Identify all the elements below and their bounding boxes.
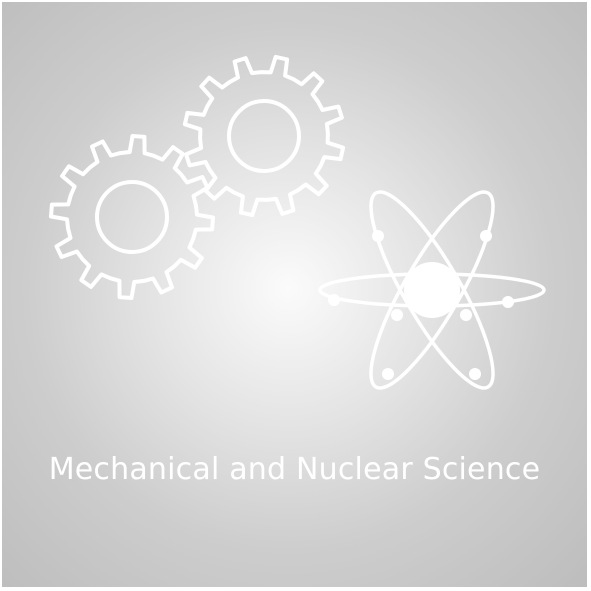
- electron: [391, 309, 403, 321]
- gear-outline: [49, 134, 215, 300]
- tile-caption: Mechanical and Nuclear Science: [48, 452, 541, 487]
- electron: [460, 309, 472, 321]
- electron: [328, 294, 340, 306]
- gear-hub: [95, 180, 169, 254]
- gear-hub: [227, 99, 301, 173]
- atom-electrons: [328, 230, 514, 380]
- electron: [469, 368, 481, 380]
- gear-icon: [182, 54, 346, 218]
- illustration: [49, 54, 546, 390]
- atom-icon: [318, 190, 546, 390]
- electron: [480, 230, 492, 242]
- electron: [382, 368, 394, 380]
- gear-icon: [49, 134, 215, 300]
- atom-orbit-falling: [369, 190, 495, 390]
- atom-orbit-rising: [369, 190, 495, 390]
- atom-nucleus: [404, 262, 460, 318]
- electron: [502, 296, 514, 308]
- electron: [372, 230, 384, 242]
- topic-tile: Mechanical and Nuclear Science: [2, 2, 587, 587]
- gear-outline: [182, 54, 346, 218]
